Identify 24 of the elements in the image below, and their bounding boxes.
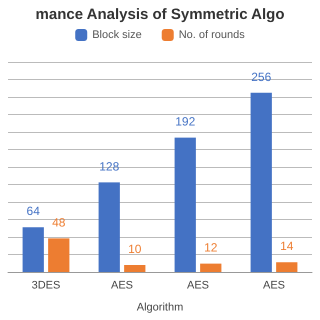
data-label: 192 bbox=[175, 114, 196, 129]
chart-title: mance Analysis of Symmetric Algo bbox=[36, 6, 284, 23]
legend-label: Block size bbox=[92, 29, 142, 41]
data-label: 48 bbox=[52, 215, 66, 230]
bar bbox=[174, 138, 196, 272]
x-tick-label: 3DES bbox=[32, 280, 60, 292]
bar bbox=[124, 265, 146, 272]
data-label: 64 bbox=[26, 204, 40, 218]
bar bbox=[276, 262, 298, 272]
legend-label: No. of rounds bbox=[178, 29, 246, 41]
data-label: 14 bbox=[280, 239, 294, 254]
x-axis-title: Algorithm bbox=[136, 302, 184, 314]
bar bbox=[250, 92, 272, 272]
x-tick-label: AES bbox=[110, 280, 134, 292]
x-tick-label: AES bbox=[262, 280, 286, 292]
data-label: 10 bbox=[128, 242, 142, 256]
data-label: 12 bbox=[204, 240, 218, 255]
bar bbox=[22, 227, 44, 272]
x-tick-label: AES bbox=[186, 280, 210, 292]
data-label: 128 bbox=[99, 159, 120, 174]
bar bbox=[200, 264, 222, 272]
bar bbox=[48, 238, 70, 272]
data-label: 256 bbox=[251, 70, 272, 84]
bar bbox=[98, 182, 120, 272]
